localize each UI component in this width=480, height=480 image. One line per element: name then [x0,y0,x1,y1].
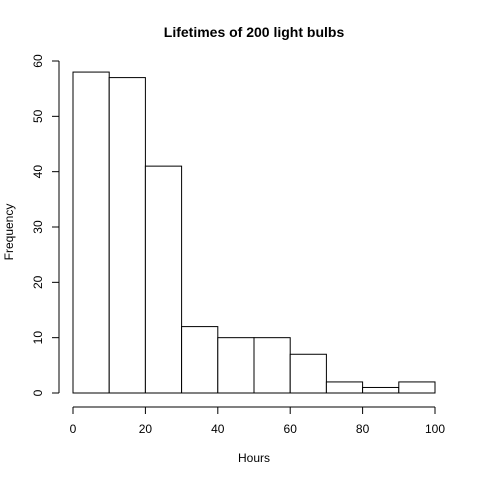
histogram-bar [144,165,183,394]
y-axis: 0 10 20 30 40 50 60 [31,54,60,396]
histogram-bar [325,381,364,394]
histogram-bar [108,77,146,394]
y-tick-label: 50 [31,109,45,123]
y-tick-label: 60 [31,54,45,68]
x-axis: 0 20 40 60 80 100 [70,406,445,436]
histogram-bar [362,386,400,394]
histogram-bar [398,381,436,394]
chart-title: Lifetimes of 200 light bulbs [164,24,345,40]
x-tick-label: 60 [284,422,298,436]
x-axis-label: Hours [238,451,270,465]
bars-group [72,71,436,394]
y-tick-label: 40 [31,165,45,179]
y-axis-label: Frequency [2,204,16,261]
histogram-bar [289,353,327,394]
y-tick-label: 20 [31,275,45,289]
y-tick-label: 30 [31,220,45,234]
histogram-bar [253,337,291,394]
y-tick-label: 10 [31,331,45,345]
histogram-bar [181,326,219,394]
x-tick-label: 100 [425,422,445,436]
x-tick-label: 20 [139,422,153,436]
histogram-bar [217,337,255,394]
x-tick-label: 0 [70,422,77,436]
x-tick-label: 40 [211,422,225,436]
y-tick-label: 0 [31,389,45,396]
x-tick-label: 80 [356,422,370,436]
histogram-bar [72,71,110,394]
